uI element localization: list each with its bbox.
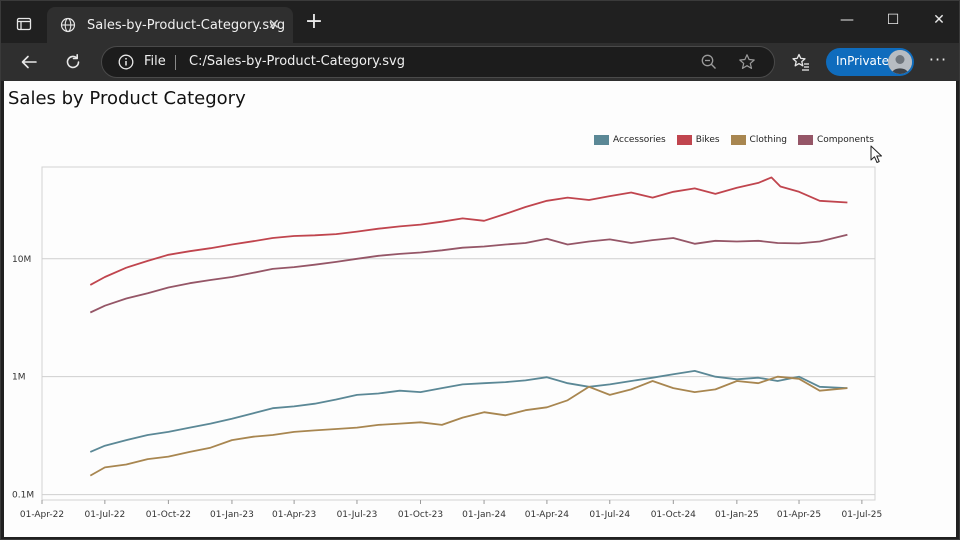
legend-item-components: Components — [798, 135, 874, 145]
x-tick-label: 01-Oct-22 — [146, 510, 191, 520]
tab-title: Sales-by-Product-Category.svg — [87, 17, 286, 33]
profile-avatar — [888, 50, 912, 74]
y-tick-label: 10M — [12, 255, 31, 265]
back-button[interactable] — [13, 47, 45, 77]
favorite-star-icon[interactable] — [738, 53, 756, 71]
back-arrow-icon — [21, 55, 37, 69]
minimize-button[interactable]: — — [840, 12, 854, 28]
refresh-icon — [66, 54, 80, 69]
close-window-button[interactable]: ✕ — [933, 12, 945, 28]
x-tick-label: 01-Apr-22 — [20, 510, 64, 520]
info-icon[interactable] — [118, 54, 134, 70]
plot-area-border — [41, 166, 876, 501]
legend-label-bikes: Bikes — [695, 135, 720, 145]
legend-item-clothing: Clothing — [730, 135, 787, 145]
sales-line-chart: 0.1M 1M 10M 01-Apr-22 01-Jul-22 01-Oct-22 01-J… — [12, 166, 882, 520]
maximize-button[interactable]: ☐ — [886, 12, 900, 28]
page-title: Sales by Product Category — [8, 88, 246, 109]
mouse-cursor-icon — [870, 145, 882, 163]
browser-toolbar: File C:/Sales-by-Product-Category.svg In… — [1, 43, 959, 81]
url-text[interactable]: C:/Sales-by-Product-Category.svg — [189, 54, 405, 69]
legend-swatch-accessories — [594, 135, 609, 145]
tab-actions-icon — [16, 17, 32, 31]
x-tick-label: 01-Apr-25 — [777, 510, 821, 520]
x-tick-label: 01-Apr-23 — [272, 510, 316, 520]
tab-active[interactable]: Sales-by-Product-Category.svg ✕ — [47, 7, 293, 43]
series-line-clothing — [89, 375, 848, 477]
tab-actions-button[interactable] — [7, 9, 41, 39]
legend-label-clothing: Clothing — [749, 135, 787, 145]
legend-swatch-bikes — [676, 135, 692, 145]
tab-bar: Sales-by-Product-Category.svg ✕ + — ☐ ✕ — [1, 1, 959, 43]
x-tick-label: 01-Oct-23 — [398, 510, 443, 520]
x-tick-label: 01-Jul-23 — [337, 510, 378, 520]
x-tick-label: 01-Oct-24 — [651, 510, 696, 520]
x-tick-label: 01-Apr-24 — [525, 510, 569, 520]
x-tick-label: 01-Jan-23 — [210, 510, 254, 520]
legend-label-accessories: Accessories — [613, 135, 666, 145]
person-icon — [888, 50, 912, 74]
y-tick-label: 1M — [12, 373, 26, 383]
close-tab-icon[interactable]: ✕ — [268, 17, 280, 33]
series-line-bikes — [89, 176, 848, 286]
legend-swatch-clothing — [730, 135, 746, 145]
refresh-button[interactable] — [57, 47, 89, 77]
legend-item-accessories: Accessories — [594, 135, 666, 145]
x-tick-label: 01-Jan-24 — [462, 510, 506, 520]
address-separator — [175, 55, 176, 70]
x-tick-label: 01-Jul-24 — [589, 510, 630, 520]
new-tab-button[interactable]: + — [304, 9, 324, 34]
legend-item-bikes: Bikes — [676, 135, 720, 145]
legend-swatch-components — [798, 135, 813, 145]
zoom-out-icon[interactable] — [700, 53, 718, 71]
address-bar[interactable]: File C:/Sales-by-Product-Category.svg — [101, 46, 775, 78]
series-line-components — [89, 233, 848, 314]
page-content: Sales by Product Category Accessories Bi… — [4, 81, 956, 537]
x-tick-label: 01-Jul-22 — [84, 510, 125, 520]
series-line-accessories — [89, 370, 848, 453]
more-options-button[interactable]: ··· — [928, 50, 948, 69]
favorites-icon[interactable] — [791, 52, 811, 72]
x-tick-label: 01-Jan-25 — [715, 510, 759, 520]
y-tick-label: 0.1M — [12, 491, 34, 501]
url-scheme-label: File — [144, 54, 166, 69]
legend-label-components: Components — [817, 135, 874, 145]
x-tick-label: 01-Jul-25 — [841, 510, 882, 520]
globe-icon — [59, 16, 77, 34]
inprivate-button[interactable]: InPrivate — [826, 48, 914, 76]
chart-legend: Accessories Bikes Clothing Components — [594, 135, 874, 145]
inprivate-label: InPrivate — [836, 54, 889, 68]
